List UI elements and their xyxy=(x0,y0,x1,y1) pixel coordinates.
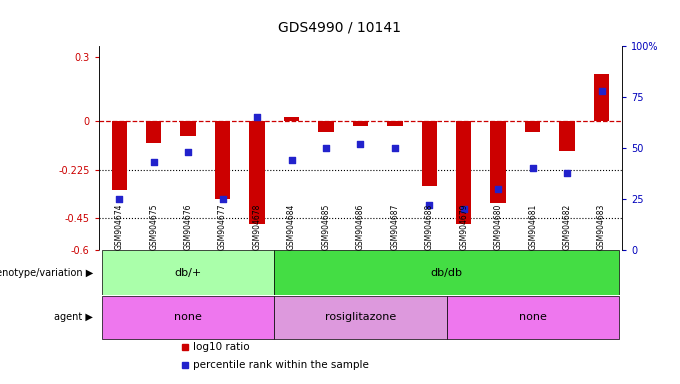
Bar xyxy=(146,121,161,143)
Text: GSM904687: GSM904687 xyxy=(390,204,399,250)
Text: agent ▶: agent ▶ xyxy=(54,313,93,323)
Text: GSM904678: GSM904678 xyxy=(252,204,262,250)
Text: GSM904686: GSM904686 xyxy=(356,204,365,250)
Point xyxy=(320,145,331,151)
Point xyxy=(217,196,228,202)
Point xyxy=(252,114,262,121)
Text: GSM904674: GSM904674 xyxy=(115,204,124,250)
Bar xyxy=(525,121,541,132)
Text: GSM904680: GSM904680 xyxy=(494,204,503,250)
Bar xyxy=(250,121,265,224)
Text: GSM904676: GSM904676 xyxy=(184,204,192,250)
Bar xyxy=(594,74,609,121)
Text: db/db: db/db xyxy=(430,268,462,278)
Text: log10 ratio: log10 ratio xyxy=(193,342,250,352)
Bar xyxy=(112,121,127,190)
Text: rosiglitazone: rosiglitazone xyxy=(325,313,396,323)
Text: genotype/variation ▶: genotype/variation ▶ xyxy=(0,268,93,278)
Bar xyxy=(560,121,575,151)
Text: GSM904684: GSM904684 xyxy=(287,204,296,250)
Bar xyxy=(284,117,299,121)
Bar xyxy=(422,121,437,185)
Bar xyxy=(215,121,231,199)
Bar xyxy=(102,250,274,295)
Bar xyxy=(456,121,471,224)
Text: none: none xyxy=(519,313,547,323)
Point xyxy=(286,157,297,164)
Bar xyxy=(274,296,447,339)
Text: GSM904682: GSM904682 xyxy=(562,204,572,250)
Text: none: none xyxy=(174,313,202,323)
Point xyxy=(596,88,607,94)
Text: GSM904677: GSM904677 xyxy=(218,204,227,250)
Text: GDS4990 / 10141: GDS4990 / 10141 xyxy=(279,21,401,35)
Point xyxy=(183,149,194,155)
Text: percentile rank within the sample: percentile rank within the sample xyxy=(193,360,369,370)
Point xyxy=(148,159,159,166)
Bar xyxy=(102,296,274,339)
Point xyxy=(355,141,366,147)
Text: db/+: db/+ xyxy=(175,268,202,278)
Bar xyxy=(447,296,619,339)
Point xyxy=(527,166,538,172)
Text: GSM904679: GSM904679 xyxy=(459,204,469,250)
Bar xyxy=(180,121,196,136)
Point xyxy=(424,202,435,208)
Bar xyxy=(387,121,403,126)
Point xyxy=(458,206,469,212)
Point xyxy=(114,196,124,202)
Bar xyxy=(490,121,506,203)
Text: GSM904675: GSM904675 xyxy=(149,204,158,250)
Point xyxy=(562,169,573,175)
Text: GSM904688: GSM904688 xyxy=(425,204,434,250)
Point xyxy=(390,145,401,151)
Point xyxy=(493,186,504,192)
Bar xyxy=(353,121,368,126)
Bar xyxy=(318,121,334,132)
Text: GSM904681: GSM904681 xyxy=(528,204,537,250)
Bar xyxy=(274,250,619,295)
Text: GSM904685: GSM904685 xyxy=(322,204,330,250)
Text: GSM904683: GSM904683 xyxy=(597,204,606,250)
